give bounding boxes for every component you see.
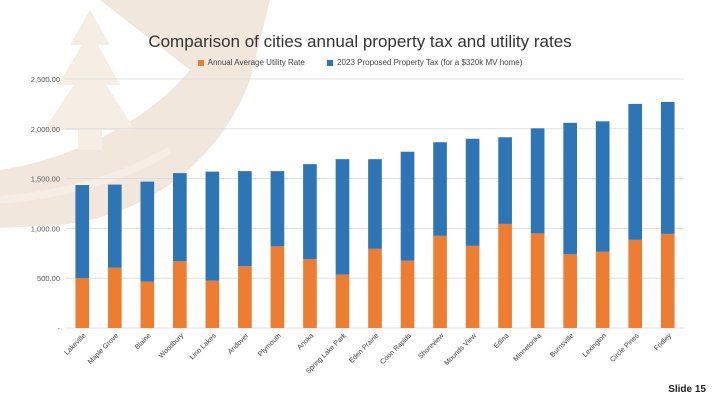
bar-property-tax	[270, 171, 285, 247]
bar-property-tax	[465, 138, 480, 246]
x-tick-label: Anoka	[296, 332, 315, 351]
bar-property-tax	[433, 142, 447, 236]
x-tick-label: Burnsville	[549, 332, 575, 358]
bar-property-tax	[107, 184, 122, 268]
bar-property-tax	[205, 171, 220, 281]
bar-property-tax	[498, 137, 512, 224]
x-tick-label: Blaine	[134, 332, 153, 351]
x-tick-label: Plymouth	[257, 332, 283, 358]
x-tick-label: Shoreview	[417, 332, 446, 361]
x-tick-label: Coon Rapids	[379, 332, 413, 366]
bar-utility-rate	[660, 233, 675, 328]
legend-label-property-tax: 2023 Proposed Property Tax (for a $320k …	[337, 58, 523, 67]
y-tick-label: 2,500.00	[31, 75, 60, 84]
bar-utility-rate	[433, 235, 447, 328]
chart-title: Comparison of cities annual property tax…	[148, 32, 572, 51]
bar-property-tax	[173, 173, 187, 262]
bar-property-tax	[563, 122, 577, 255]
bar-utility-rate	[238, 266, 252, 328]
x-tick-label: Mounds View	[443, 332, 478, 367]
y-tick-label: 500.00	[37, 274, 60, 283]
legend-item-property-tax: 2023 Proposed Property Tax (for a $320k …	[327, 58, 522, 67]
x-tick-label: Maple Grove	[87, 332, 120, 365]
bar-property-tax	[595, 121, 610, 252]
y-tick-label: 2,000.00	[31, 125, 60, 134]
legend-swatch-utility	[197, 59, 204, 66]
x-tick-label: Lino Lakes	[189, 332, 218, 361]
bar-property-tax	[140, 181, 155, 282]
y-tick-label: 1,000.00	[31, 224, 60, 233]
x-tick-label: Lexington	[582, 332, 608, 358]
bar-utility-rate	[75, 278, 90, 328]
bar-utility-rate	[595, 251, 610, 328]
bar-property-tax	[400, 151, 415, 261]
bar-utility-rate	[140, 281, 155, 328]
x-tick-label: Woodbury	[158, 332, 186, 360]
bar-utility-rate	[400, 260, 415, 328]
bar-utility-rate	[335, 274, 350, 328]
bar-property-tax	[75, 185, 90, 279]
legend-item-utility: Annual Average Utility Rate	[197, 58, 305, 67]
bar-utility-rate	[270, 246, 285, 328]
bar-utility-rate	[368, 248, 382, 328]
x-tick-label: Minnetonka	[512, 332, 543, 363]
bar-property-tax	[335, 159, 350, 275]
y-tick-label: -	[58, 324, 61, 333]
bar-utility-rate	[628, 239, 643, 328]
bar-property-tax	[530, 128, 545, 234]
x-tick-label: Circle Pines	[609, 332, 641, 364]
x-tick-label: Andover	[227, 332, 251, 356]
bar-utility-rate	[530, 233, 545, 328]
bar-property-tax	[660, 101, 675, 234]
legend-swatch-property-tax	[327, 59, 334, 66]
bar-property-tax	[628, 103, 643, 240]
chart-legend: Annual Average Utility Rate 2023 Propose…	[0, 58, 720, 68]
bar-property-tax	[303, 164, 317, 260]
bar-utility-rate	[205, 280, 220, 328]
bar-utility-rate	[498, 223, 512, 328]
x-tick-label: Fridley	[653, 332, 673, 352]
bar-utility-rate	[563, 254, 577, 328]
bar-utility-rate	[465, 245, 480, 328]
y-tick-label: 1,500.00	[31, 175, 60, 184]
legend-label-utility: Annual Average Utility Rate	[207, 58, 305, 67]
bar-utility-rate	[173, 261, 187, 328]
bar-utility-rate	[303, 259, 317, 328]
x-tick-label: Lakeville	[63, 332, 87, 356]
x-tick-label: Edina	[493, 332, 511, 350]
bar-property-tax	[368, 159, 382, 249]
logo-watermark	[0, 0, 270, 228]
slide-number: Slide 15	[668, 384, 706, 395]
bar-property-tax	[238, 171, 252, 267]
x-tick-label: Eden Prairie	[348, 332, 380, 364]
bar-utility-rate	[107, 267, 122, 328]
